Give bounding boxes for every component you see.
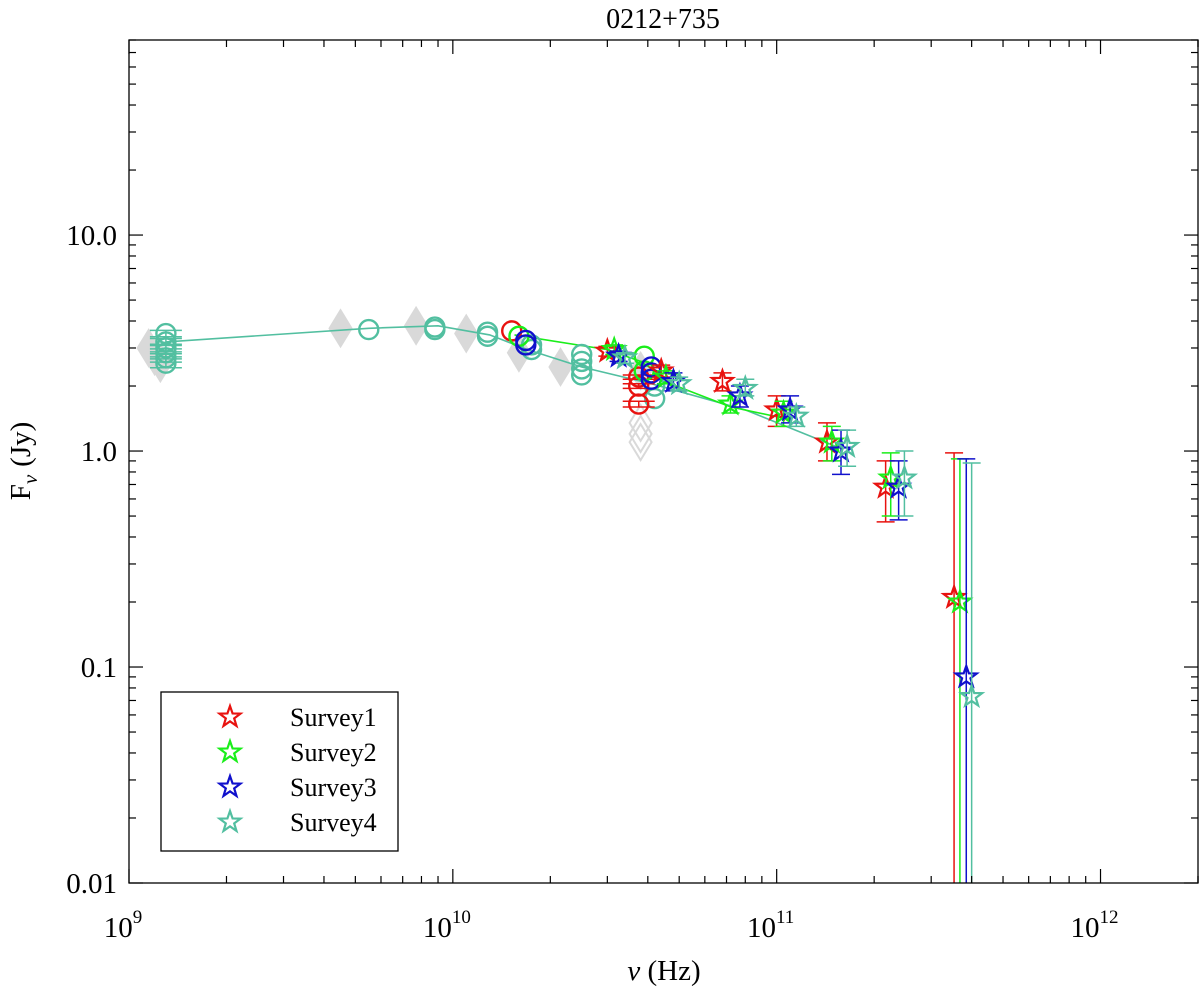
x-axis-label-units: (Hz) (647, 955, 700, 987)
legend-star-survey3 (216, 772, 244, 799)
y-axis-label: Fν (Jy) (5, 422, 42, 501)
legend-star-survey1 (216, 702, 244, 729)
survey-star-point (946, 587, 974, 614)
x-tick-label-exponent: 11 (776, 907, 794, 928)
legend-label-survey3: Survey3 (290, 773, 377, 802)
x-axis-label-symbol: ν (627, 955, 640, 987)
x-tick-label-base: 10 (747, 912, 776, 944)
legend-star-survey2 (216, 737, 244, 764)
survey-star-point (818, 427, 846, 454)
x-tick-label-base: 10 (423, 912, 452, 944)
circle-point (515, 334, 537, 356)
legend-entries: Survey1 Survey2 Survey3 Survey4 (216, 702, 377, 837)
x-axis-label: ν (Hz) (627, 955, 700, 987)
y-tick-label: 1.0 (81, 436, 117, 468)
survey-star-markers (593, 335, 986, 883)
x-tick-label: 1010 (423, 907, 471, 944)
circle-point (358, 318, 380, 341)
grey-archive-point (628, 422, 653, 463)
legend: Survey1 Survey2 Survey3 Survey4 (160, 691, 399, 852)
x-tick-label-exponent: 10 (452, 907, 471, 928)
y-tick-label: 0.1 (81, 652, 117, 684)
survey-star-point (611, 343, 639, 370)
circle-point (424, 318, 446, 341)
x-tick-label-exponent: 9 (133, 907, 143, 928)
survey-star-point (708, 367, 737, 394)
x-tick-label: 1012 (1071, 907, 1119, 944)
circle-point (571, 358, 593, 380)
circle-markers (149, 316, 666, 415)
grey-archive-point (628, 402, 653, 443)
survey-star-point (665, 369, 693, 396)
legend-label-survey1: Survey1 (290, 703, 377, 732)
survey-star-point (958, 682, 986, 709)
legend-label-survey4: Survey4 (290, 808, 377, 837)
survey-star-point (593, 336, 621, 363)
survey-star-point (952, 662, 980, 689)
circle-point (155, 352, 177, 374)
y-axis-label-subscript: ν (18, 474, 42, 484)
y-axis-label-symbol: F (5, 484, 37, 500)
x-tick-label: 1011 (747, 907, 794, 944)
grey-archive-point (454, 313, 479, 354)
survey-star-point (833, 432, 861, 459)
y-axis-label-group: Fν (Jy) (5, 422, 42, 501)
x-tick-label-base: 10 (1071, 912, 1100, 944)
y-axis-label-units: (Jy) (5, 422, 37, 467)
y-tick-label: 0.01 (66, 868, 117, 900)
chart-title: 0212+735 (606, 4, 720, 35)
y-tick-label: 10.0 (66, 220, 117, 252)
survey-star-point (890, 463, 919, 490)
legend-star-survey4 (216, 807, 244, 834)
survey-star-point (782, 401, 810, 428)
circle-point (628, 393, 650, 415)
x-tick-label-base: 10 (104, 912, 133, 944)
legend-label-survey2: Survey2 (290, 738, 377, 767)
circle-point (571, 364, 593, 386)
grey-archive-point (628, 414, 653, 454)
survey-star-point (647, 356, 675, 383)
x-tick-label: 109 (104, 907, 143, 944)
circle-point (571, 350, 593, 373)
circle-point (571, 343, 593, 366)
circle-point (476, 325, 499, 347)
x-tick-label-exponent: 12 (1100, 907, 1119, 928)
survey-star-point (731, 374, 759, 401)
survey-star-point (726, 381, 754, 408)
grey-archive-point (328, 308, 353, 349)
legend-box (160, 691, 399, 852)
